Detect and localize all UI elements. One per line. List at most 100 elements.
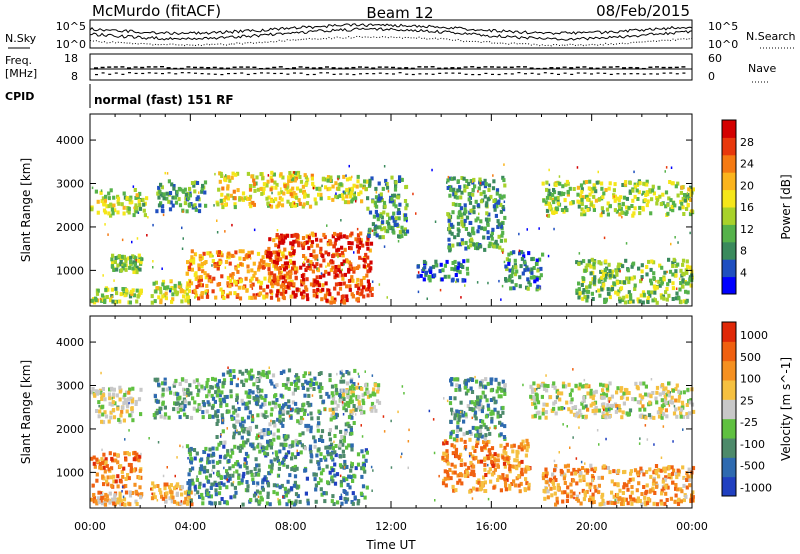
freq-mark xyxy=(635,67,640,69)
power-colorbar-segment xyxy=(722,154,736,173)
nave-mark xyxy=(326,72,329,74)
power-colorbar-label: Power [dB] xyxy=(779,174,793,239)
velocity-colorbar-segment xyxy=(722,341,736,362)
freq-mark xyxy=(245,66,250,68)
freq-mark xyxy=(298,66,303,68)
nave-mark xyxy=(616,73,620,75)
freq-mark xyxy=(582,66,587,68)
nave-mark xyxy=(491,73,494,75)
date-label: 08/Feb/2015 xyxy=(596,2,690,20)
nave-mark xyxy=(266,72,270,74)
nave-mark xyxy=(134,72,138,75)
power-blob xyxy=(90,188,149,218)
power-colorbar-tick: 20 xyxy=(740,179,754,192)
nave-mark xyxy=(95,73,98,76)
nsearch-label: N.Search xyxy=(746,30,796,43)
power-ylabel: Slant Range [km] xyxy=(19,158,33,262)
nave-mark xyxy=(378,72,382,74)
velocity-colorbar-frame xyxy=(721,321,737,497)
noise-panel xyxy=(89,19,693,49)
power-blob xyxy=(416,258,470,283)
y-tick-label: 1000 xyxy=(56,466,84,479)
velocity-colorbar-segment xyxy=(722,380,736,400)
y-tick-label: 4000 xyxy=(56,134,84,147)
nave-mark xyxy=(114,72,118,74)
freq-mark xyxy=(569,67,574,69)
nave-mark xyxy=(557,73,560,75)
freq-mark xyxy=(424,66,428,68)
nave-label: Nave xyxy=(748,62,776,75)
velocity-cells xyxy=(90,368,696,507)
nave-mark xyxy=(471,73,475,76)
freq-mark xyxy=(311,67,316,69)
power-blob xyxy=(366,175,410,240)
nave-mark xyxy=(101,72,105,74)
time-tick-label: 00:00 xyxy=(676,520,708,533)
nave-mark xyxy=(570,73,574,75)
freq-traces xyxy=(90,66,692,76)
nave-mark xyxy=(675,73,679,75)
freq-mark xyxy=(186,66,191,68)
noise-sky-trace xyxy=(89,23,693,36)
freq-mark xyxy=(212,66,217,69)
freq-mark xyxy=(113,66,118,68)
power-colorbar-tick: 8 xyxy=(740,245,747,258)
nave-mark xyxy=(147,72,151,74)
time-tick-label: 04:00 xyxy=(174,520,206,533)
nave-mark xyxy=(609,73,613,76)
freq-mark xyxy=(503,66,508,68)
freq-mark xyxy=(655,66,659,68)
freq-mark xyxy=(437,67,442,69)
nave-mark xyxy=(339,73,343,75)
freq-mark xyxy=(140,66,145,69)
nave-mark xyxy=(484,72,488,75)
nave-mark xyxy=(563,72,567,74)
nave-mark xyxy=(319,72,323,74)
freq-mark xyxy=(120,66,125,68)
power-colorbar-segment xyxy=(722,172,736,191)
freq-mark xyxy=(470,66,475,68)
nave-mark xyxy=(167,72,171,74)
freq-mark xyxy=(391,66,395,69)
nave-mark xyxy=(464,73,468,75)
power-colorbar-tick: 4 xyxy=(740,266,747,279)
freq-mark xyxy=(430,66,435,68)
nave-mark xyxy=(425,73,428,75)
nave-mark xyxy=(260,72,263,74)
cpid-mode: normal (fast) 151 RF xyxy=(94,93,234,107)
nave-mark xyxy=(603,72,607,74)
freq-mark xyxy=(371,67,376,69)
y-tick-label: 2000 xyxy=(56,221,84,234)
nave-mark xyxy=(418,73,422,75)
cpid-label: CPID xyxy=(5,90,34,103)
velocity-blob xyxy=(152,376,218,420)
nave-mark xyxy=(352,73,356,76)
nave-mark xyxy=(227,73,230,75)
freq-mark xyxy=(589,67,593,69)
power-colorbar-tick: 12 xyxy=(740,223,754,236)
nave-mark xyxy=(306,73,310,76)
nave-mark xyxy=(213,73,217,75)
velocity-colorbar-tick: 500 xyxy=(740,351,761,364)
power-blob xyxy=(150,279,194,305)
nave-tick-low: 0 xyxy=(708,70,715,83)
power-colorbar-segment xyxy=(722,259,736,278)
y-tick-label: 4000 xyxy=(56,336,84,349)
nave-mark xyxy=(180,72,184,74)
nave-mark xyxy=(629,73,633,75)
nave-mark xyxy=(194,72,197,74)
freq-mark xyxy=(226,67,230,69)
freq-mark xyxy=(265,67,270,70)
freq-mark xyxy=(608,66,613,68)
nave-mark xyxy=(200,73,204,75)
velocity-blob xyxy=(541,463,696,507)
freq-mark xyxy=(549,67,554,69)
power-colorbar-tick: 28 xyxy=(740,136,754,149)
power-colorbar-segment xyxy=(722,241,736,260)
nave-mark xyxy=(497,73,501,76)
velocity-colorbar-tick: 1000 xyxy=(740,329,768,342)
nave-mark xyxy=(141,72,145,75)
time-axis: 00:00 04:00 08:00 12:00 16:00 20:00 00:00 xyxy=(74,520,708,533)
velocity-colorbar-segment xyxy=(722,418,736,439)
freq-mark xyxy=(292,67,296,69)
